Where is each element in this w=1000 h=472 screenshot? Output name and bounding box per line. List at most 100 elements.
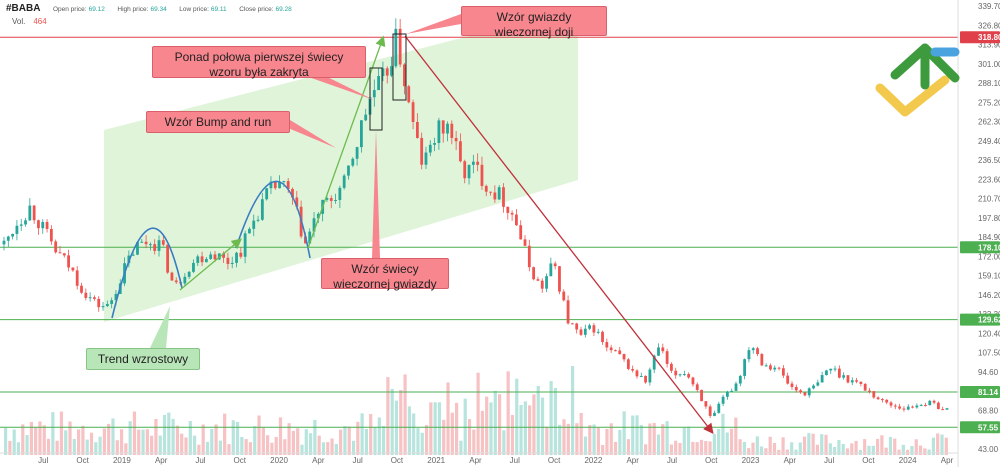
level-badge-label: 129.62 [978, 316, 1000, 325]
price-axis: 339.70 326.80 313.90 301.00 288.10 275.20 262.… [957, 0, 1000, 467]
candle-body [304, 236, 307, 244]
candle-body [273, 181, 277, 189]
volume-bar [356, 421, 360, 455]
volume-bar [278, 417, 283, 455]
candle-body [932, 400, 936, 403]
time-tick-label: Oct [391, 456, 404, 465]
candle-body [252, 220, 256, 229]
volume-bar [55, 440, 59, 455]
callout-evening-doji-text: Wzór gwiazdy wieczornej doji [494, 10, 574, 39]
volume-label: Vol. [12, 17, 26, 26]
volume-bar [802, 436, 807, 455]
volume-bar [678, 443, 682, 455]
candle-body [489, 191, 492, 193]
candlesticks [2, 18, 949, 418]
volume-bar [450, 412, 454, 455]
volume-bar [386, 377, 390, 455]
volume-bar [304, 429, 308, 455]
candle-body [661, 347, 665, 352]
volume-bar [343, 426, 347, 455]
volume-bar [467, 419, 472, 455]
candle-body [769, 365, 772, 370]
candle-body [338, 187, 342, 201]
candle-body [243, 233, 247, 257]
volume-bar [880, 435, 884, 455]
volume-bar [437, 402, 442, 455]
candle-body [295, 197, 299, 207]
candle-body [226, 257, 230, 264]
price-tick-label: 301.00 [978, 60, 1000, 69]
candle-body [855, 380, 858, 382]
candle-body [794, 386, 798, 391]
volume-bar [553, 387, 558, 455]
volume-bar [884, 447, 888, 455]
volume-bar [72, 439, 76, 455]
volume-bar [489, 402, 493, 455]
volume-bar [59, 411, 64, 455]
candle-body [863, 383, 867, 391]
volume-bar [283, 439, 287, 455]
candle-body [708, 406, 712, 416]
volume-bar [42, 425, 46, 455]
volume-bar [790, 442, 794, 455]
volume-bar [738, 439, 742, 455]
volume-bar [197, 444, 201, 455]
price-tick-label: 94.60 [978, 368, 999, 377]
price-tick-label: 43.00 [978, 445, 999, 454]
volume-bar [308, 433, 313, 455]
price-tick-label: 249.40 [978, 137, 1000, 146]
volume-bar [373, 427, 377, 455]
volume-bar [137, 429, 141, 455]
candle-body [446, 123, 449, 134]
candle-body [592, 325, 596, 333]
volume-bar [502, 430, 506, 455]
candle-body [484, 185, 488, 192]
candle-body [398, 28, 402, 65]
time-tick-label: Apr [155, 456, 168, 465]
volume-readout: Vol. 464 [12, 17, 47, 26]
volume-bar [669, 444, 673, 455]
volume-bar [167, 412, 171, 455]
volume-bar [162, 414, 167, 455]
volume-bar [875, 438, 880, 455]
candle-body [756, 348, 759, 355]
time-tick-label: Jul [510, 456, 520, 465]
volume-bar [326, 442, 330, 455]
candle-body [540, 280, 544, 289]
volume-bar [613, 441, 618, 455]
candle-body [527, 245, 531, 268]
volume-bar [571, 365, 575, 455]
time-tick-label: Apr [941, 456, 954, 465]
level-badge-label: 57.55 [978, 423, 999, 432]
candle-body [433, 143, 436, 145]
volume-bar [854, 440, 858, 455]
candle-body [493, 192, 497, 200]
volume-bar [888, 436, 893, 455]
symbol-name[interactable]: #BABA [6, 3, 41, 14]
candle-body [885, 399, 889, 403]
candle-body [618, 350, 622, 355]
channel-fill [104, 8, 578, 322]
volume-bar [704, 441, 708, 455]
candle-body [217, 253, 221, 260]
volume-bar [579, 412, 583, 455]
candle-body [605, 342, 609, 348]
volume-bar [81, 425, 85, 455]
time-axis: Jul Oct 2019 Apr Jul Oct 2020 Apr Jul Oct 2021 Apr J… [0, 452, 958, 465]
candle-body [674, 370, 678, 376]
time-tick-label: 2024 [899, 456, 917, 465]
candle-body [837, 368, 841, 378]
time-tick-label: Oct [234, 456, 247, 465]
volume-bar [721, 413, 725, 455]
volume-bar [510, 415, 515, 455]
volume-bar [407, 406, 411, 455]
bump-arc-1 [111, 227, 183, 319]
candle-body [166, 244, 170, 273]
time-tick-label: 2021 [427, 456, 445, 465]
volume-bar [558, 424, 562, 455]
callout-evening-star: Wzór świecy wieczornej gwiazdy [321, 258, 449, 291]
candle-body [734, 383, 738, 391]
time-tick-label: Oct [76, 456, 89, 465]
candle-body [308, 231, 312, 244]
